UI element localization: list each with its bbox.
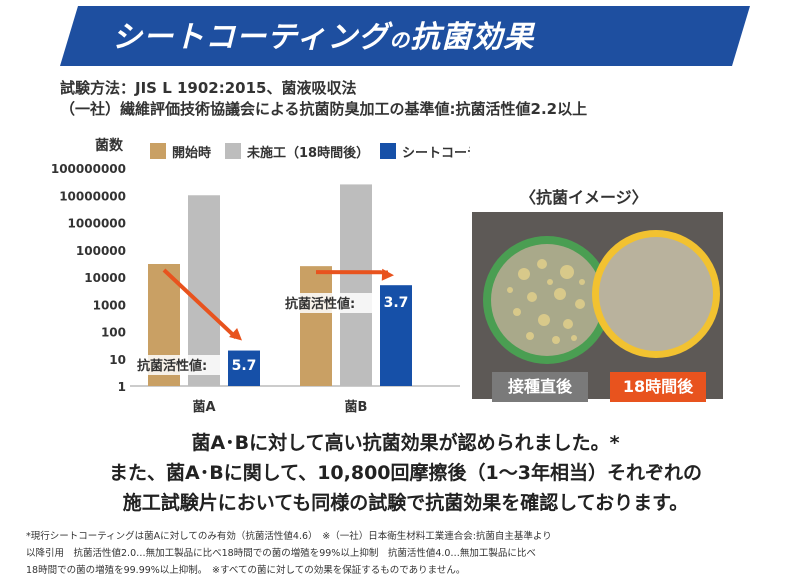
method-line-1: 試験方法：JIS L 1902:2015、菌液吸収法 (60, 79, 357, 97)
legend-label: 開始時 (172, 145, 211, 161)
annotation-bg (134, 355, 228, 375)
method-line-2: （一社）繊維評価技術協議会による抗菌防臭加工の基準値:抗菌活性値2.2以上 (60, 100, 588, 118)
y-axis-label: 菌数 (95, 137, 124, 154)
legend-label: シートコーティング（18時間後） (402, 145, 470, 161)
image-title: 〈抗菌イメージ〉 (520, 188, 648, 207)
legend-swatch (150, 143, 166, 159)
annotation-value-box (228, 353, 260, 377)
legend-swatch (225, 143, 241, 159)
reduction-arrow-head (229, 328, 242, 341)
y-tick-label: 10 (109, 353, 126, 367)
y-tick-label: 10000 (84, 271, 126, 285)
y-tick-label: 100000000 (51, 162, 126, 176)
footnote: *現行シートコーティングは菌Aに対してのみ有効（抗菌活性値4.6） ※（一社）日… (26, 528, 796, 579)
footnote-line-1: *現行シートコーティングは菌Aに対してのみ有効（抗菌活性値4.6） ※（一社）日… (26, 531, 552, 542)
title-end: 抗菌効果 (410, 20, 535, 55)
label-after-inoculation: 接種直後 (492, 372, 588, 402)
y-tick-label: 1 (118, 380, 126, 394)
y-tick-label: 1000 (93, 298, 126, 312)
conclusion-text: 菌A･Bに対して高い抗菌効果が認められました。* また、菌A･Bに関して、10,… (0, 428, 811, 518)
bar (340, 184, 372, 386)
reduction-arrow-line (162, 268, 238, 340)
banner-shape (60, 6, 750, 66)
y-tick-label: 100000 (76, 244, 126, 258)
annotation-value-box (380, 290, 412, 314)
x-tick-label: 菌B (345, 399, 368, 415)
annotation-label: 抗菌活性値: (285, 296, 355, 312)
conclusion-line-2: また、菌A･Bに関して、10,800回摩擦後（1〜3年相当）それぞれの (109, 462, 702, 484)
legend-swatch (380, 143, 396, 159)
annotation-label: 抗菌活性値: (137, 358, 207, 374)
y-tick-label: 100 (101, 326, 126, 340)
footnote-line-2: 以降引用 抗菌活性値2.0…無加工製品に比べ18時間での菌の増殖を99%以上抑制… (26, 548, 536, 559)
conclusion-line-1: 菌A･Bに対して高い抗菌効果が認められました。* (191, 432, 620, 454)
page-title: シートコーティングの抗菌効果 (112, 12, 534, 56)
footnote-line-3: 18時間での菌の増殖を99.99%以上抑制。 ※すべての菌に対しての効果を保証す… (26, 565, 466, 576)
conclusion-line-3: 施工試験片においても同様の試験で抗菌効果を確認しております。 (122, 492, 689, 514)
bar (188, 195, 220, 386)
title-banner (60, 6, 750, 66)
x-tick-label: 菌A (192, 399, 215, 415)
annotation-value: 3.7 (384, 295, 409, 311)
y-tick-label: 1000000 (68, 217, 126, 231)
label-18-hours: 18時間後 (610, 372, 706, 402)
left-dish (491, 244, 603, 356)
annotation-bg (282, 293, 376, 313)
bar (300, 266, 332, 386)
title-main: シートコーティング (112, 20, 390, 55)
bacteria-count-chart: 菌数 100000000 10000000 1000000 100000 10000 100… (51, 137, 470, 415)
petri-dish-photo (472, 212, 723, 399)
title-particle: の (389, 28, 411, 52)
annotation-value: 5.7 (232, 358, 257, 374)
right-dish (599, 237, 713, 351)
y-tick-label: 10000000 (59, 189, 126, 203)
test-method: 試験方法：JIS L 1902:2015、菌液吸収法 （一社）繊維評価技術協議会… (60, 78, 587, 120)
reduction-arrow-head (381, 268, 394, 281)
legend-label: 未施工（18時間後） (246, 145, 369, 161)
